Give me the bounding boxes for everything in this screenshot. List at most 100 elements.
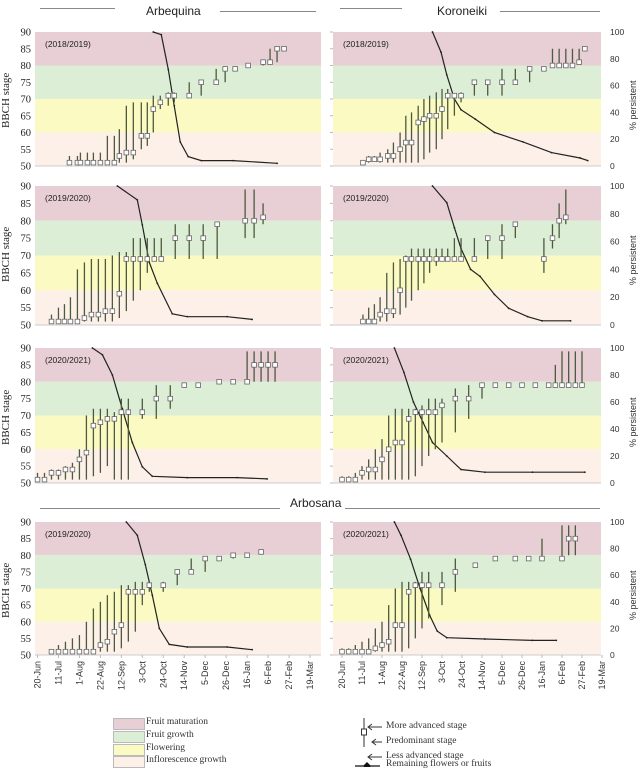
y2-tick-label: 20 — [610, 451, 620, 461]
x-tick-label: 3-Oct — [437, 661, 447, 684]
predominant-stage-box — [559, 555, 565, 562]
y2-tick-label: 0 — [610, 320, 615, 330]
band-flowering — [333, 415, 601, 450]
x-tick-label: 11-Jul — [53, 661, 63, 685]
predominant-stage-box — [563, 214, 569, 220]
predominant-stage-box — [365, 156, 372, 162]
predominant-stage-box — [415, 119, 421, 126]
remaining-fruits-marker — [173, 104, 176, 107]
predominant-stage-box — [90, 648, 97, 655]
predominant-stage-box — [125, 589, 132, 595]
band-fruit-maturation — [333, 348, 601, 382]
predominant-stage-box — [77, 159, 84, 166]
predominant-stage-box — [181, 382, 187, 388]
band-inflorescence-growth — [333, 449, 601, 483]
predominant-stage-box — [258, 362, 264, 368]
x-tick-label: 27-Feb — [284, 661, 294, 690]
title-rule — [40, 508, 280, 509]
predominant-stage-box — [458, 256, 464, 262]
predominant-stage-box — [425, 582, 432, 588]
y-tick-label: 90 — [21, 518, 32, 529]
remaining-fruits-marker — [151, 475, 154, 478]
predominant-stage-box — [172, 235, 178, 241]
band-flowering — [35, 415, 321, 450]
remaining-fruits-marker — [431, 31, 434, 33]
y2-tick-label: 40 — [610, 597, 620, 607]
remaining-fruits-marker — [152, 31, 155, 33]
predominant-stage-box — [556, 62, 562, 69]
band-inflorescence-growth — [333, 290, 601, 325]
title-rule — [345, 508, 600, 509]
predominant-stage-box — [541, 256, 547, 262]
remaining-fruits-marker — [436, 630, 439, 632]
predominant-stage-box — [62, 648, 69, 655]
y2-tick-label: 100 — [610, 517, 624, 527]
y-tick-label: 55 — [21, 303, 32, 314]
y2-tick-label: 100 — [610, 343, 624, 353]
panel-koroneiki: 0 20 40 60 80 100 (2019/2020) — [330, 181, 624, 330]
season-label: (2019/2020) — [45, 193, 91, 203]
predominant-stage-box — [195, 382, 201, 388]
remaining-fruits-marker — [541, 319, 543, 322]
remaining-fruits-marker — [236, 476, 239, 479]
y2-tick-label: 20 — [610, 623, 620, 633]
predominant-stage-box — [360, 318, 366, 325]
predominant-stage-box — [385, 639, 392, 645]
remaining-fruits-marker — [276, 162, 278, 165]
band-fruit-growth — [333, 555, 601, 589]
predominant-stage-box — [371, 318, 378, 325]
predominant-stage-box — [565, 535, 572, 542]
remaining-fruits-marker — [158, 627, 161, 630]
predominant-stage-box — [426, 256, 433, 262]
predominant-stage-box — [433, 256, 439, 262]
remaining-fruits-marker — [393, 347, 396, 349]
predominant-stage-box — [579, 382, 585, 388]
band-fruit-maturation — [333, 186, 601, 221]
legend-growth: Fruit growth — [146, 730, 194, 740]
remaining-fruits-marker — [251, 648, 254, 651]
predominant-stage-box — [188, 569, 194, 575]
predominant-stage-box — [552, 382, 559, 388]
x-tick-label: 26-Dec — [517, 661, 527, 691]
x-tick-label: 14-Nov — [179, 661, 189, 691]
predominant-stage-box — [492, 382, 499, 388]
predominant-stage-box — [403, 256, 409, 262]
predominant-stage-box — [433, 113, 439, 119]
predominant-stage-box — [174, 569, 180, 575]
predominant-stage-box — [526, 66, 533, 72]
predominant-stage-box — [97, 642, 104, 648]
remaining-fruits-marker — [101, 353, 104, 356]
y2-tick-label: 40 — [610, 107, 620, 117]
x-tick-label: 3-Oct — [137, 661, 147, 684]
y-tick-label: 70 — [21, 251, 32, 262]
predominant-stage-box — [55, 318, 62, 325]
remaining-fruits-marker — [151, 594, 154, 597]
remaining-fruits-marker — [171, 312, 174, 315]
y-tick-label: 70 — [21, 411, 32, 422]
predominant-stage-box — [339, 476, 345, 483]
x-tick-label: 20-Jun — [337, 661, 347, 689]
y-tick-label: 75 — [21, 78, 32, 89]
predominant-stage-box — [377, 311, 383, 318]
predominant-stage-box — [499, 79, 505, 85]
predominant-stage-box — [41, 476, 48, 483]
band-fruit-maturation — [35, 522, 321, 556]
x-tick-label: 19-Mar — [597, 661, 607, 690]
predominant-stage-box — [339, 648, 345, 655]
band-fruit-maturation — [333, 522, 601, 556]
y-tick-label: 75 — [21, 394, 32, 405]
y-tick-label: 80 — [21, 551, 32, 562]
season-label: (2020/2021) — [45, 355, 91, 365]
predominant-stage-box — [352, 648, 359, 655]
predominant-stage-box — [55, 648, 62, 655]
predominant-stage-box — [130, 256, 137, 262]
x-tick-label: 16-Jan — [242, 661, 252, 689]
remaining-fruits-line — [393, 521, 557, 642]
predominant-stage-box — [385, 153, 391, 159]
predominant-stage-box — [572, 382, 579, 388]
remaining-fruits-marker — [550, 151, 553, 154]
remaining-fruits-marker — [453, 226, 456, 229]
predominant-stage-box — [48, 648, 55, 655]
y-tick-label: 85 — [21, 44, 32, 55]
predominant-stage-box — [545, 382, 552, 388]
